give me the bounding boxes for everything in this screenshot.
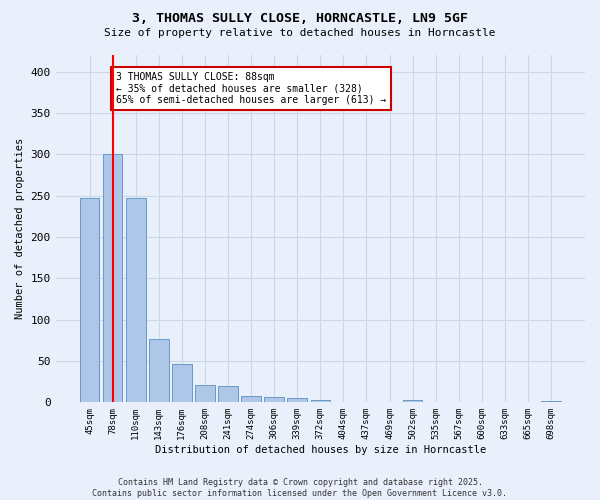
Text: 3 THOMAS SULLY CLOSE: 88sqm
← 35% of detached houses are smaller (328)
65% of se: 3 THOMAS SULLY CLOSE: 88sqm ← 35% of det…: [116, 72, 386, 104]
Bar: [287, 398, 307, 402]
Bar: [103, 154, 122, 402]
Bar: [172, 364, 191, 403]
Bar: [403, 400, 422, 402]
X-axis label: Distribution of detached houses by size in Horncastle: Distribution of detached houses by size …: [155, 445, 486, 455]
Text: Size of property relative to detached houses in Horncastle: Size of property relative to detached ho…: [104, 28, 496, 38]
Bar: [80, 198, 100, 402]
Bar: [265, 396, 284, 402]
Text: 3, THOMAS SULLY CLOSE, HORNCASTLE, LN9 5GF: 3, THOMAS SULLY CLOSE, HORNCASTLE, LN9 5…: [132, 12, 468, 26]
Text: Contains HM Land Registry data © Crown copyright and database right 2025.
Contai: Contains HM Land Registry data © Crown c…: [92, 478, 508, 498]
Bar: [149, 338, 169, 402]
Bar: [126, 198, 146, 402]
Y-axis label: Number of detached properties: Number of detached properties: [15, 138, 25, 320]
Bar: [311, 400, 330, 402]
Bar: [541, 400, 561, 402]
Bar: [218, 386, 238, 402]
Bar: [195, 385, 215, 402]
Bar: [241, 396, 261, 402]
